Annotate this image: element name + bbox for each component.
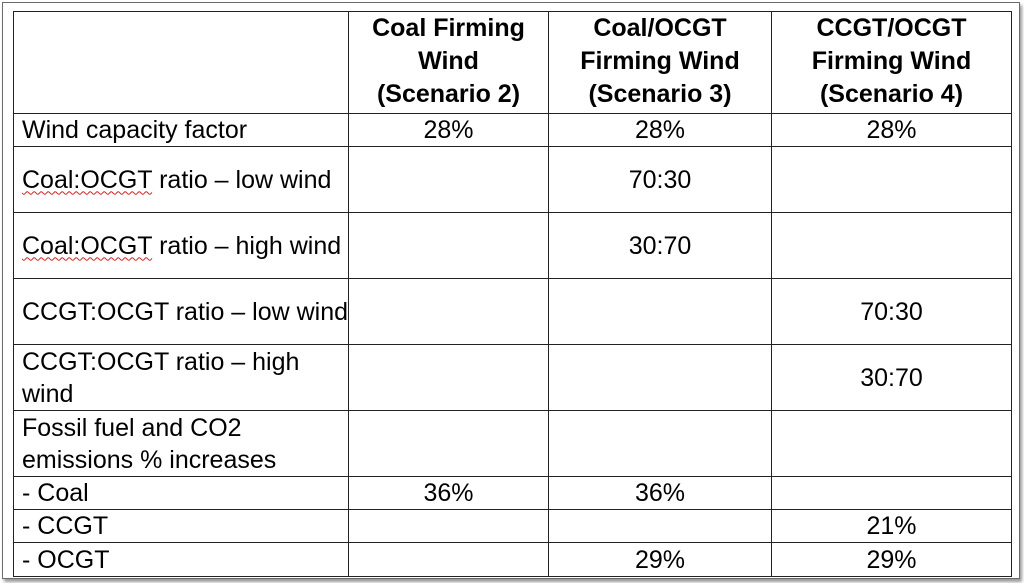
table-cell [548,344,772,411]
header-ccgt-ocgt-firming-wind: CCGT/OCGT Firming Wind (Scenario 4) [771,11,1012,114]
row-label: CCGT:OCGT ratio – high wind [13,344,349,411]
table-cell: 21% [771,509,1012,543]
header-line: (Scenario 3) [588,80,732,108]
table-cell [771,146,1012,213]
row-label: - CCGT [13,509,349,543]
table-cell [348,410,549,477]
table-row: - CCGT 21% [13,509,1012,543]
table-cell [548,278,772,345]
header-cell-empty [13,11,349,114]
row-label: - OCGT [13,542,349,577]
row-label: Coal:OCGT ratio – low wind [13,146,349,213]
table-cell: 30:70 [548,212,772,279]
table-cell [348,542,549,577]
table-cell [548,509,772,543]
table-row: - OCGT 29% 29% [13,542,1012,577]
table-cell: 36% [348,476,549,510]
table-cell [348,146,549,213]
header-line: Firming Wind [811,47,972,75]
header-line: Firming Wind [580,47,740,75]
header-line: (Scenario 2) [376,80,521,108]
table-cell [348,344,549,411]
table-cell [771,476,1012,510]
table-cell [771,410,1012,477]
table-row: CCGT:OCGT ratio – high wind 30:70 [13,344,1012,411]
table-cell [348,212,549,279]
table-row: CCGT:OCGT ratio – low wind 70:30 [13,278,1012,345]
spellcheck-word: Coal:OCGT [22,231,153,260]
table-row: Coal:OCGT ratio – high wind 30:70 [13,212,1012,279]
header-line: CCGT/OCGT [816,14,967,42]
header-line: Coal Firming [372,14,525,42]
row-label: - Coal [13,476,349,510]
spellcheck-word: Coal:OCGT [22,165,153,194]
table-row: Fossil fuel and CO2 emissions % increase… [13,410,1012,477]
table-header-row: Coal Firming Wind (Scenario 2) Coal/OCGT… [13,11,1012,114]
header-coal-ocgt-firming-wind: Coal/OCGT Firming Wind (Scenario 3) [548,11,772,114]
table-cell [548,410,772,477]
header-line: Wind [418,47,479,75]
table-cell: 29% [548,542,772,577]
header-line: (Scenario 4) [819,80,964,108]
table-row: Coal:OCGT ratio – low wind 70:30 [13,146,1012,213]
table-cell [348,278,549,345]
table-cell: 30:70 [771,344,1012,411]
table-cell: 70:30 [771,278,1012,345]
table-cell: 28% [548,113,772,147]
row-label: Fossil fuel and CO2 emissions % increase… [13,410,349,477]
table-row: Wind capacity factor 28% 28% 28% [13,113,1012,147]
table-row: - Coal 36% 36% [13,476,1012,510]
row-label: Coal:OCGT ratio – high wind [13,212,349,279]
row-label: CCGT:OCGT ratio – low wind [13,278,349,345]
table-cell: 29% [771,542,1012,577]
scenario-comparison-table: Coal Firming Wind (Scenario 2) Coal/OCGT… [13,11,1012,577]
row-label-rest: ratio – low wind [152,165,332,194]
header-line: Coal/OCGT [593,14,727,42]
row-label-rest: ratio – high wind [152,231,342,260]
table-cell: 36% [548,476,772,510]
header-coal-firming-wind: Coal Firming Wind (Scenario 2) [348,11,549,114]
table-cell: 70:30 [548,146,772,213]
table-cell [771,212,1012,279]
table-cell [348,509,549,543]
table-cell: 28% [348,113,549,147]
row-label: Wind capacity factor [13,113,349,147]
table-cell: 28% [771,113,1012,147]
